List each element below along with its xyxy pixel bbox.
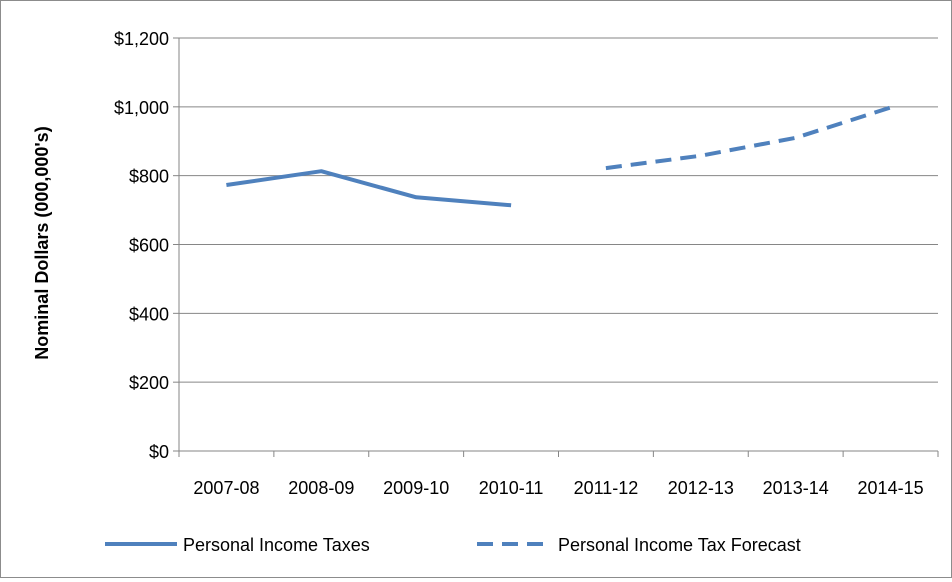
x-tick-label: 2014-15: [858, 478, 924, 498]
gridlines: [179, 37, 938, 383]
y-tick-label: $1,000: [114, 98, 169, 118]
legend-label: Personal Income Taxes: [183, 535, 370, 555]
x-tick-label: 2010-11: [479, 478, 544, 498]
y-tick-label: $600: [129, 236, 169, 256]
series-line-actual: [226, 169, 512, 208]
x-tick-label: 2011-12: [574, 478, 639, 498]
y-axis-label: Nominal Dollars (000,000's): [32, 126, 52, 359]
x-tick-label: 2007-08: [193, 478, 259, 498]
x-tick-label: 2009-10: [383, 478, 449, 498]
y-tick-label: $200: [129, 373, 169, 393]
y-tick-label: $0: [149, 442, 169, 462]
x-tick-labels: 2007-08 2008-09 2009-10 2010-11 2011-12 2012-…: [193, 478, 923, 498]
y-tick-label: $800: [129, 167, 169, 187]
series-line-forecast: [605, 105, 892, 171]
y-tick-label: $1,200: [114, 29, 169, 49]
x-tick-label: 2013-14: [763, 478, 829, 498]
y-tick-label: $400: [129, 304, 169, 324]
legend: Personal Income Taxes Personal Income Tax…: [105, 535, 801, 555]
y-tick-labels: $0 $200 $400 $600 $800 $1,000 $1,200: [114, 29, 169, 462]
legend-label: Personal Income Tax Forecast: [558, 535, 801, 555]
axes: [173, 37, 939, 457]
series-lines: [226, 105, 892, 208]
x-tick-label: 2008-09: [288, 478, 354, 498]
x-tick-label: 2012-13: [668, 478, 734, 498]
